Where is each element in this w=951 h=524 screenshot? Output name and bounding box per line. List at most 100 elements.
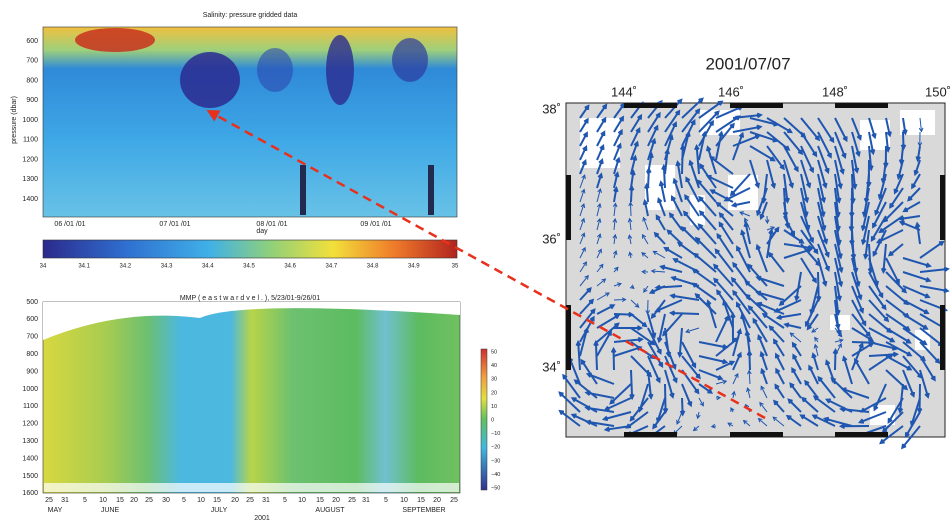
month-label: JULY <box>211 507 228 514</box>
arrow <box>800 131 818 158</box>
arrow <box>868 131 876 156</box>
arrow <box>722 299 734 329</box>
arrow <box>919 341 941 365</box>
arrow <box>783 247 813 259</box>
y-tick-label: 700 <box>26 334 38 341</box>
arrow <box>900 425 921 450</box>
arrow <box>868 353 895 371</box>
arrow <box>789 382 802 399</box>
arrow <box>817 257 828 287</box>
arrow <box>766 228 774 259</box>
arrow <box>838 423 870 430</box>
arrow <box>764 215 770 225</box>
arrow <box>787 398 802 413</box>
arrow <box>596 314 621 329</box>
colorbar <box>480 348 488 491</box>
velocity-arrows <box>558 97 950 450</box>
lon-label: 146˚ <box>718 84 744 99</box>
arrow <box>863 229 870 260</box>
arrow <box>596 202 602 217</box>
arrow <box>580 358 598 385</box>
arrow <box>650 268 666 274</box>
arrow <box>652 411 666 430</box>
arrow <box>877 173 887 201</box>
arrow <box>612 233 618 245</box>
arrow <box>652 250 666 259</box>
day-label: 10 <box>298 497 306 504</box>
arrow <box>730 201 751 208</box>
arrow <box>851 271 863 301</box>
arrow <box>579 131 588 147</box>
year-label: 2001 <box>254 515 270 522</box>
arrow <box>668 310 700 316</box>
colorbar-label: 34.5 <box>243 264 255 270</box>
arrow <box>672 177 683 203</box>
arrow <box>681 108 701 133</box>
day-label: 20 <box>433 497 441 504</box>
arrow <box>732 372 739 385</box>
day-label: 31 <box>262 497 270 504</box>
arrow <box>744 280 768 301</box>
arrow <box>685 327 700 334</box>
arrow <box>642 198 649 217</box>
y-tick-label: 1500 <box>22 473 38 480</box>
arrow <box>729 173 751 197</box>
arrow <box>800 257 817 284</box>
arrow <box>834 327 843 338</box>
arrow <box>889 187 904 209</box>
arrow <box>579 246 586 259</box>
panel-title: MMP ( e a s t w a r d v e l . ), 5/23/01… <box>180 295 320 302</box>
arrow <box>840 387 870 399</box>
arrow <box>911 173 921 190</box>
arrow <box>573 379 598 399</box>
arrow <box>715 395 722 401</box>
arrow <box>585 372 615 385</box>
y-tick-label: 1000 <box>22 386 38 393</box>
lat-label: 38˚ <box>542 101 561 116</box>
arrow <box>601 411 632 422</box>
arrow <box>834 131 847 160</box>
arrow <box>630 327 656 346</box>
colorbar-label: 50 <box>491 349 497 355</box>
arrow <box>715 201 734 217</box>
colorbar-label: −10 <box>491 431 500 437</box>
y-tick-label: 1300 <box>22 438 38 445</box>
arrow <box>851 342 875 357</box>
arrow <box>732 131 745 161</box>
arrow <box>879 425 904 445</box>
arrow <box>603 425 632 433</box>
arrow <box>815 271 822 303</box>
arrow <box>630 113 643 133</box>
arrow <box>579 203 586 217</box>
arrow <box>698 130 708 161</box>
arrow <box>919 355 936 382</box>
arrow <box>851 342 864 371</box>
arrow <box>881 411 904 434</box>
arrow <box>705 174 734 189</box>
arrow <box>817 145 830 175</box>
arrow <box>715 360 736 371</box>
arrow <box>743 220 751 245</box>
arrow <box>698 397 704 407</box>
arrow <box>570 413 598 427</box>
arrow <box>713 277 734 301</box>
arrow <box>642 216 649 231</box>
colorbar-label: −30 <box>491 458 500 464</box>
arrow <box>641 233 649 245</box>
arrow <box>579 117 589 133</box>
arrow <box>596 217 602 231</box>
arrow <box>603 397 632 411</box>
arrow <box>596 103 608 119</box>
x-tick-label: 06 /01 /01 <box>54 221 85 228</box>
arrow <box>747 304 768 329</box>
lon-label: 144˚ <box>611 84 637 99</box>
arrow <box>858 411 887 424</box>
arrow <box>731 390 736 399</box>
arrow <box>800 159 812 189</box>
colorbar-label: 0 <box>491 417 494 423</box>
arrow <box>732 134 761 147</box>
arrow <box>662 383 669 415</box>
colorbar-label: 20 <box>491 390 497 396</box>
arrow <box>698 110 720 133</box>
y-tick-label: 700 <box>26 58 38 65</box>
